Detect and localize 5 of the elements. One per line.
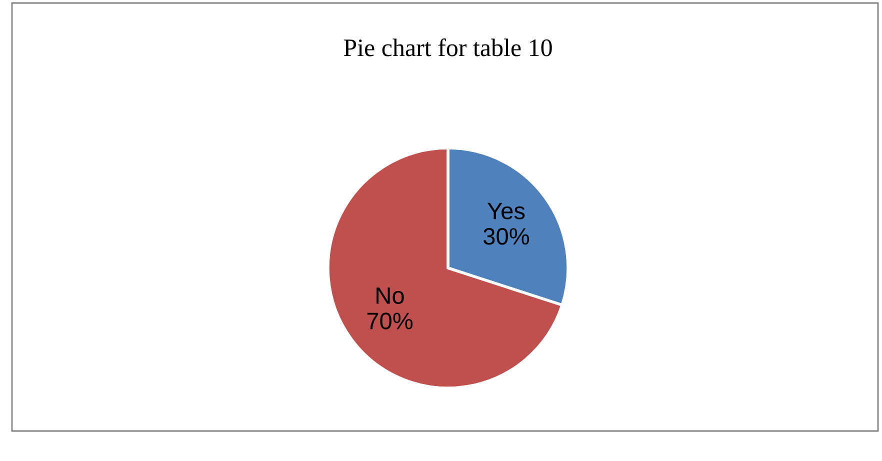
slice-label: Yes bbox=[488, 202, 525, 220]
slice-label: No bbox=[376, 287, 404, 304]
data-label: 30% bbox=[484, 228, 530, 245]
chart-title: Pie chart for table 10 bbox=[344, 38, 552, 56]
data-label: 70% bbox=[367, 312, 413, 330]
